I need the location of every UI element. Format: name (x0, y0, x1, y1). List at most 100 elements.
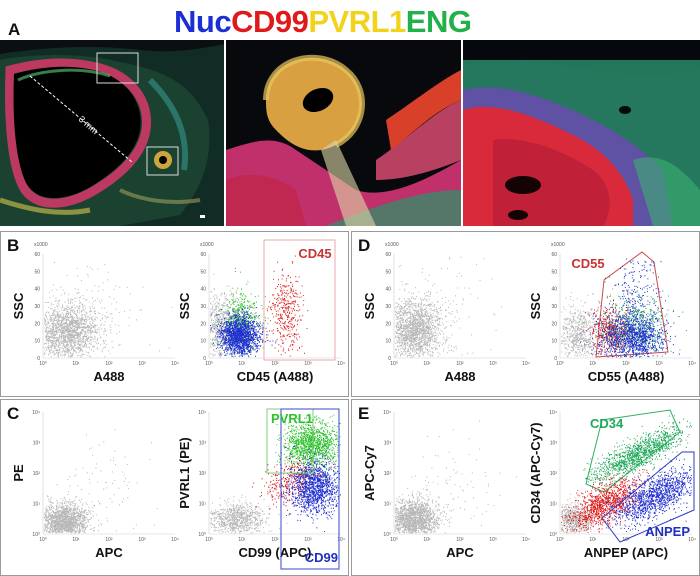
panel-c-left-y-tick: 10³ (33, 441, 41, 447)
panel-c-left-x-tick: 10¹ (72, 537, 80, 543)
panel-d-left-negative-dots (395, 283, 458, 358)
panel-b-left-y-tick: 50 (34, 269, 40, 275)
panel-c-left-y-tick: 10¹ (33, 502, 41, 508)
panel-b-right-x-label: CD45 (A488) (237, 369, 314, 384)
panel-b-right-y-tick: 60 (200, 252, 206, 258)
panel-e-left-x-tick: 10⁰ (390, 537, 398, 543)
panel-e-right-y-tick: 10⁴ (549, 410, 557, 416)
panel-c-cd99-gate (280, 408, 340, 570)
panel-b-left-negative-dots (44, 286, 142, 358)
panel-e-cd34-gate-label: CD34 (590, 416, 624, 431)
panel-c-right-y-tick: 10³ (199, 441, 207, 447)
panel-e-left-scatter-dots (402, 420, 517, 526)
panel-letter-b: B (7, 236, 20, 255)
panel-e-left-x-label: APC (446, 545, 474, 560)
panel-d-right-negative-dots (561, 291, 603, 358)
panel-letter-a: A (8, 20, 21, 39)
panel-d-right-x-tick: 10² (622, 361, 630, 367)
panel-b-right-x-tick: 10⁴ (337, 361, 345, 367)
panel-c-left-x-tick: 10⁰ (39, 537, 47, 543)
panel-c-right-y-tick: 10¹ (199, 502, 207, 508)
panel-e-right-blue-dots (602, 454, 692, 533)
panel-e-right-x-tick: 10¹ (589, 537, 597, 543)
panel-c-right-x-label: CD99 (APC) (239, 545, 312, 560)
panel-c-right-blue-dots (281, 437, 341, 533)
panel-e-left-y-tick: 10³ (384, 441, 392, 447)
panel-c-right-x-tick: 10² (271, 537, 279, 543)
panel-d-right-x-tick: 10⁰ (556, 361, 564, 367)
micrograph-zoom-vessel (226, 40, 461, 226)
panel-e-right-y-tick: 10³ (550, 441, 558, 447)
panel-e-left-y-tick: 10⁴ (383, 410, 391, 416)
stain-eng: ENG (405, 4, 472, 39)
panel-d-left-y-tick: 30 (385, 304, 391, 310)
panel-e-left-x-tick: 10⁴ (522, 537, 530, 543)
panel-c-right-x-tick: 10⁰ (205, 537, 213, 543)
panel-c-left-scatter-dots (56, 429, 158, 532)
panel-c-left-y-tick: 10⁰ (32, 532, 40, 538)
panel-d-left-y-tick: 0 (388, 356, 391, 362)
panel-c-right-negative-dots (210, 494, 288, 534)
panel-b-left-y-tick: 30 (34, 304, 40, 310)
panel-b-left-y-label: SSC (11, 292, 26, 319)
panel-letter-e: E (358, 404, 370, 423)
panel-b-right-red-dots (266, 255, 309, 357)
panel-c-left-y-tick: 10² (33, 471, 41, 477)
panel-c-left-y-label: PE (11, 464, 26, 482)
panel-d-left-y-label: SSC (362, 292, 377, 319)
panel-d-right-y-tick: 0 (554, 356, 557, 362)
panel-d-left-y-tick: 50 (385, 269, 391, 275)
panel-b-left-y-tick: 40 (34, 287, 40, 293)
panel-c-left-x-label: APC (95, 545, 123, 560)
panel-c-pvrl1-gate-label: PVRL1 (271, 411, 313, 426)
panel-e-right-y-label: CD34 (APC-Cy7) (528, 422, 543, 523)
panel-b-left-x-label: A488 (93, 369, 124, 384)
panel-d-right-y-multiplier: x1000 (551, 242, 565, 248)
micrograph-zoom-wall (463, 40, 700, 226)
panel-d-right-x-tick: 10¹ (589, 361, 597, 367)
panel-e-right-green-dots (583, 415, 692, 487)
panel-d-left-y-tick: 10 (385, 339, 391, 345)
panel-e-left-x-tick: 10¹ (423, 537, 431, 543)
panel-d-left-x-tick: 10¹ (423, 361, 431, 367)
panel-b-left-x-tick: 10¹ (72, 361, 80, 367)
panel-letter-d: D (358, 236, 371, 255)
panel-c-cd99-gate-label: CD99 (305, 550, 338, 565)
panel-b: 60 50 40 30 20 10 0 10⁰ 10¹ 10² 10³ 10⁴ x1000 SSC A488… (0, 231, 349, 397)
panel-b-left-x-tick: 10⁴ (171, 361, 179, 367)
panel-e-anpep-gate (601, 451, 695, 543)
panel-b-cd45-gate (263, 239, 336, 361)
panel-e-right-x-tick: 10² (622, 537, 630, 543)
panel-e-right-y-tick: 10² (550, 471, 558, 477)
panel-e-right-x-tick: 10⁴ (688, 537, 696, 543)
panel-e: 10⁴ 10³ 10² 10¹ 10⁰ 10⁰ 10¹ 10² 10³ 10⁴ APC-Cy7 APC… (351, 399, 700, 576)
panel-b-cd45-gate-label: CD45 (298, 246, 331, 261)
panel-c-right-y-label: PVRL1 (PE) (177, 437, 192, 509)
panel-d: 60 50 40 30 20 10 0 10⁰ 10¹ 10² 10³ 10⁴ x1000 SSC A488… (351, 231, 700, 397)
panel-c-right-y-tick: 10² (199, 471, 207, 477)
panel-b-right-x-tick: 10³ (304, 361, 312, 367)
stain-legend-title: NucCD99PVRL1ENG (174, 4, 472, 40)
stain-nuc: Nuc (174, 4, 232, 39)
panel-d-right-y-tick: 20 (551, 321, 557, 327)
panel-d-right-y-tick: 50 (551, 269, 557, 275)
panel-e-left-y-tick: 10¹ (384, 502, 392, 508)
panel-b-right-y-tick: 30 (200, 304, 206, 310)
panel-d-left-y-tick: 20 (385, 321, 391, 327)
panel-b-left-y-tick: 60 (34, 252, 40, 258)
panel-b-right-y-tick: 50 (200, 269, 206, 275)
panel-d-left-x-tick: 10³ (489, 361, 497, 367)
panel-b-left-scatter-dots (45, 262, 173, 352)
panel-d-right-x-tick: 10³ (655, 361, 663, 367)
panel-b-right-x-tick: 10⁰ (205, 361, 213, 367)
panel-d-right-y-tick: 30 (551, 304, 557, 310)
panel-e-right-x-label: ANPEP (APC) (584, 545, 668, 560)
panel-d-right-y-tick: 60 (551, 252, 557, 258)
panel-b-right-y-tick: 0 (203, 356, 206, 362)
stain-pvrl1: PVRL1 (308, 4, 406, 39)
